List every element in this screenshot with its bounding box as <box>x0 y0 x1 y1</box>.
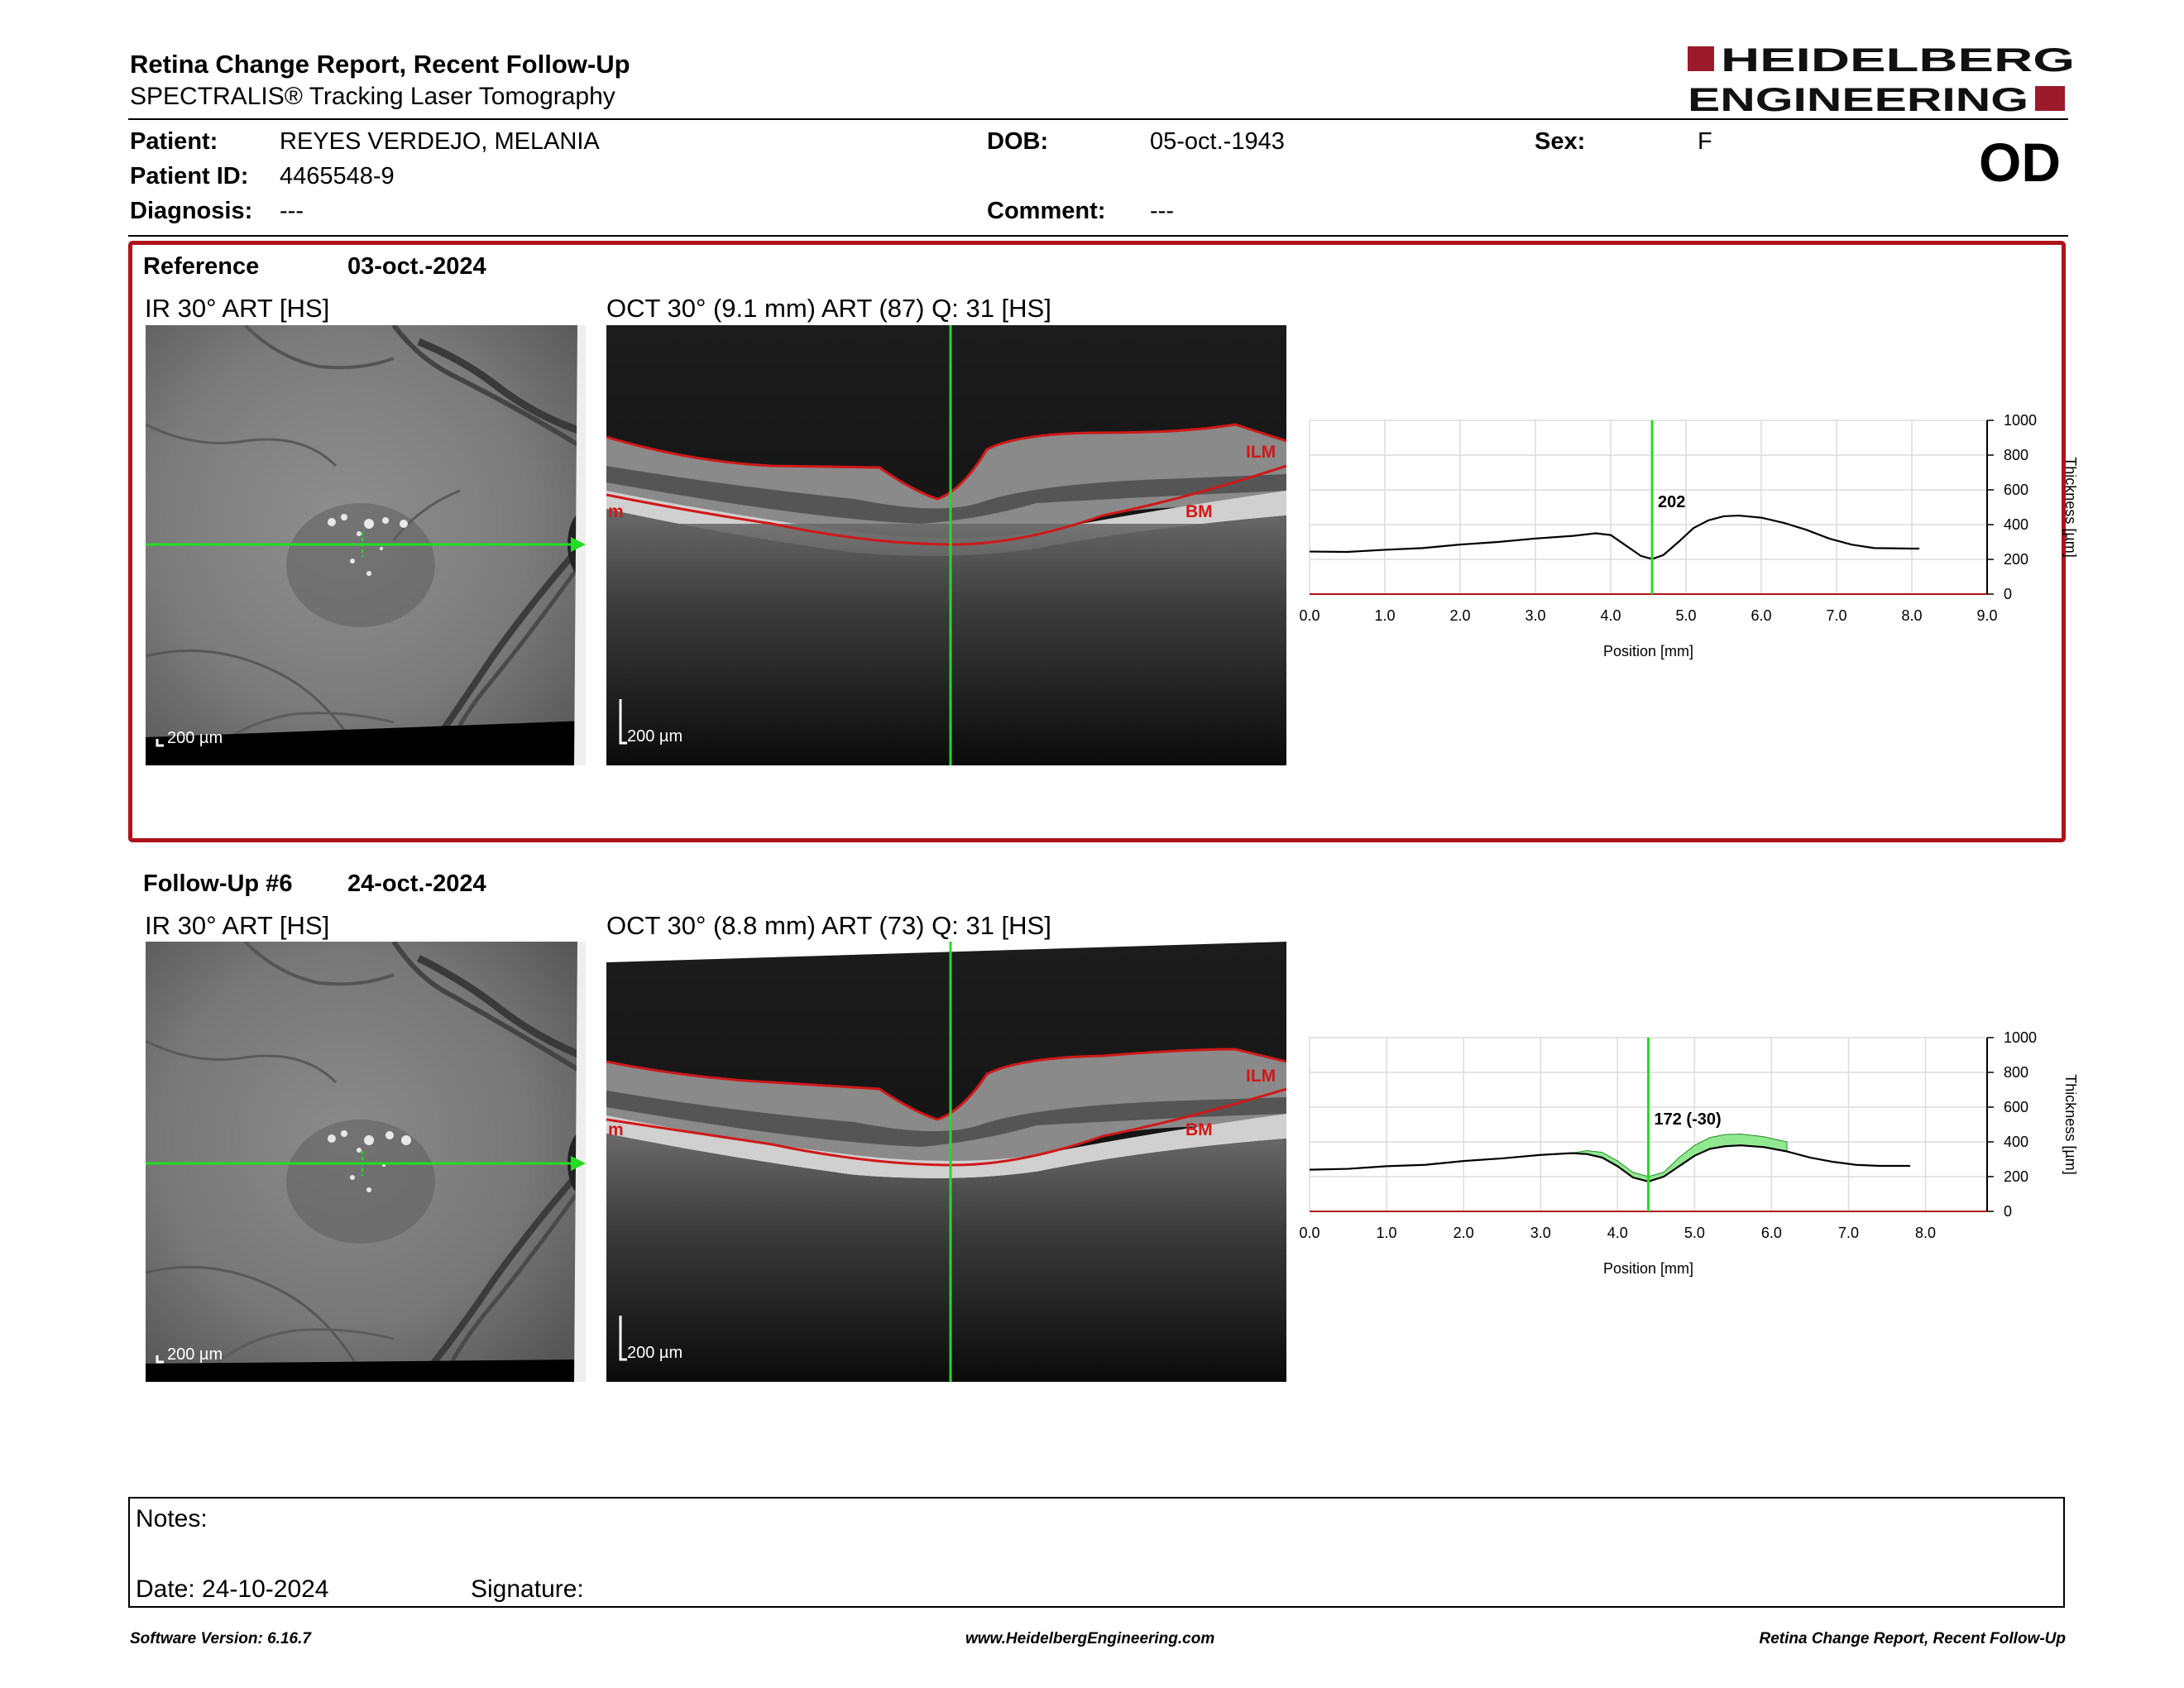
notes-date: Date: 24-10-2024 <box>136 1575 329 1603</box>
header-divider <box>128 118 2068 120</box>
reference-frame <box>128 241 2066 842</box>
followup-left-layer-label: m <box>608 1120 624 1139</box>
followup-ir-image[interactable]: 200 µm <box>146 942 586 1382</box>
notes-box[interactable]: Notes: Date: 24-10-2024 Signature: <box>128 1497 2065 1608</box>
diagnosis-value: --- <box>280 198 304 224</box>
x-tick-label: 5.0 <box>1684 1225 1705 1241</box>
y-tick-label: 400 <box>2004 1134 2028 1150</box>
x-tick-label: 4.0 <box>1600 607 1621 624</box>
y-tick-label: 0 <box>2004 1203 2012 1220</box>
notes-signature-label: Signature: <box>471 1575 584 1603</box>
followup-oct-scale: 200 µm <box>627 1344 683 1362</box>
reference-bm-label: BM <box>1185 502 1213 521</box>
eye-indicator: OD <box>1979 132 2061 193</box>
followup-thickness-chart: 0.0 1.0 2.0 3.0 4.0 5.0 6.0 7.0 8.0 0 200 400 600 800… <box>1299 1029 2076 1277</box>
x-tick-label: 0.0 <box>1299 1225 1320 1241</box>
thickness-line <box>1309 1144 1910 1183</box>
x-tick-label: 2.0 <box>1454 1225 1474 1241</box>
report-title: Retina Change Report, Recent Follow-Up <box>130 50 630 79</box>
footer-website[interactable]: www.HeidelbergEngineering.com <box>965 1630 1215 1647</box>
y-tick-label: 600 <box>2004 1099 2028 1115</box>
x-tick-label: 6.0 <box>1761 1225 1782 1241</box>
reference-label: Reference <box>143 253 260 280</box>
followup-oct-title: OCT 30° (8.8 mm) ART (73) Q: 31 [HS] <box>606 911 1051 940</box>
comment-label: Comment: <box>987 198 1106 224</box>
x-tick-label: 6.0 <box>1751 607 1771 624</box>
reference-ilm-label: ILM <box>1246 443 1276 462</box>
cursor-value-label: 172 (-30) <box>1655 1110 1722 1129</box>
reference-oct-image[interactable]: ILM BM m 200 µm <box>606 325 1286 765</box>
x-axis-label: Position [mm] <box>1603 1260 1693 1277</box>
logo-text-line2: ENGINEERING <box>1688 82 2028 116</box>
y-tick-label: 400 <box>2004 516 2028 533</box>
reference-date: 03-oct.-2024 <box>347 253 486 280</box>
x-tick-label: 3.0 <box>1525 607 1545 624</box>
x-tick-label: 5.0 <box>1675 607 1696 624</box>
logo-text-line1: HEIDELBERG <box>1721 43 2075 79</box>
report-subtitle: SPECTRALIS® Tracking Laser Tomography <box>130 83 615 110</box>
reference-oct-scale: 200 µm <box>627 727 683 746</box>
reference-ir-image[interactable]: 200 µm <box>146 325 586 765</box>
x-tick-label: 7.0 <box>1838 1225 1859 1241</box>
reference-ir-title: IR 30° ART [HS] <box>145 294 330 323</box>
reference-oct-title: OCT 30° (9.1 mm) ART (87) Q: 31 [HS] <box>606 294 1051 323</box>
y-tick-label: 800 <box>2004 1064 2028 1081</box>
followup-ir-scale: 200 µm <box>167 1345 223 1364</box>
sex-value: F <box>1698 128 1712 155</box>
patient-id-label: Patient ID: <box>130 163 249 189</box>
y-tick-label: 1000 <box>2004 412 2037 429</box>
y-tick-label: 0 <box>2004 586 2012 602</box>
followup-label: Follow-Up #6 <box>143 870 293 897</box>
y-axis-label: Thickness [µm] <box>2062 457 2076 557</box>
x-tick-label: 2.0 <box>1449 607 1470 624</box>
x-tick-label: 1.0 <box>1377 1225 1397 1241</box>
thickness-line <box>1309 514 1920 560</box>
y-tick-label: 200 <box>2004 1168 2028 1185</box>
reference-ir-scale: 200 µm <box>167 729 223 747</box>
y-tick-label: 600 <box>2004 482 2028 498</box>
y-tick-label: 200 <box>2004 551 2028 568</box>
patient-name-label: Patient: <box>130 128 218 155</box>
followup-ir-title: IR 30° ART [HS] <box>145 911 330 940</box>
footer-software-version: Software Version: 6.16.7 <box>130 1630 311 1647</box>
y-tick-label: 1000 <box>2004 1029 2037 1046</box>
x-tick-label: 7.0 <box>1826 607 1846 624</box>
patient-id: 4465548-9 <box>280 163 395 189</box>
x-tick-label: 0.0 <box>1299 607 1320 624</box>
followup-ilm-label: ILM <box>1246 1067 1276 1086</box>
diagnosis-label: Diagnosis: <box>130 198 253 224</box>
dob-label: DOB: <box>987 128 1049 155</box>
notes-label: Notes: <box>136 1505 208 1532</box>
heidelberg-logo: HEIDELBERG ENGINEERING <box>1688 43 2075 116</box>
sex-label: Sex: <box>1535 128 1586 155</box>
followup-bm-label: BM <box>1185 1120 1213 1139</box>
followup-oct-image[interactable]: ILM BM m 200 µm <box>606 942 1286 1382</box>
y-axis-label: Thickness [µm] <box>2062 1074 2076 1174</box>
reference-thickness-chart: 0.0 1.0 2.0 3.0 4.0 5.0 6.0 7.0 8.0 9.0 0 200 400 600… <box>1299 412 2076 659</box>
x-tick-label: 8.0 <box>1915 1225 1936 1241</box>
cursor-value-label: 202 <box>1658 493 1685 511</box>
footer-report-name: Retina Change Report, Recent Follow-Up <box>1759 1630 2066 1647</box>
patient-name: REYES VERDEJO, MELANIA <box>280 128 600 155</box>
followup-date: 24-oct.-2024 <box>347 870 486 897</box>
x-tick-label: 9.0 <box>1976 607 1997 624</box>
x-tick-label: 8.0 <box>1901 607 1922 624</box>
patient-divider <box>128 235 2068 237</box>
x-tick-label: 4.0 <box>1607 1225 1628 1241</box>
x-tick-label: 1.0 <box>1374 607 1395 624</box>
dob-value: 05-oct.-1943 <box>1150 128 1285 155</box>
comment-value: --- <box>1150 198 1174 224</box>
x-tick-label: 3.0 <box>1530 1225 1551 1241</box>
y-tick-label: 800 <box>2004 447 2028 463</box>
reference-left-layer-label: m <box>608 502 624 521</box>
x-axis-label: Position [mm] <box>1603 643 1693 659</box>
